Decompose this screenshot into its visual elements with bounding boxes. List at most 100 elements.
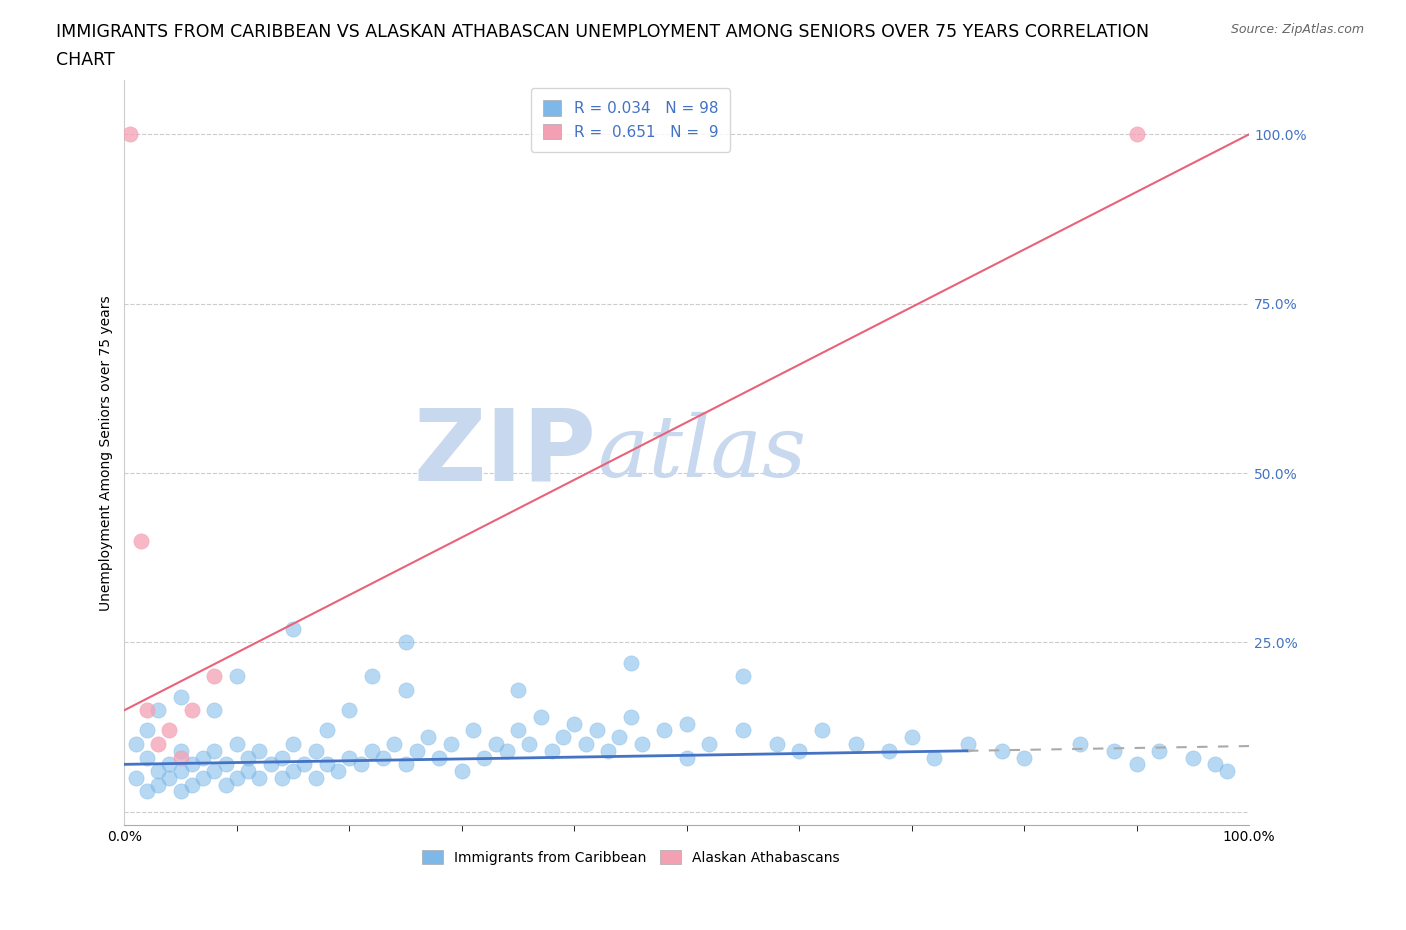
Point (238, 751, 260, 765)
Point (922, 751, 945, 765)
Point (249, 743, 271, 758)
Point (395, 635, 418, 650)
Point (148, 764, 170, 778)
Point (463, 723, 485, 737)
Point (440, 737, 463, 751)
Point (271, 770, 294, 785)
Point (787, 743, 810, 758)
Point (1069, 737, 1091, 751)
Point (1215, 764, 1237, 778)
Point (731, 669, 754, 684)
Point (283, 737, 305, 751)
Point (328, 764, 350, 778)
Point (1125, 757, 1147, 772)
Point (283, 621, 305, 636)
Point (506, 683, 529, 698)
Point (181, 703, 204, 718)
Point (305, 770, 328, 785)
Point (619, 656, 641, 671)
Point (271, 751, 294, 765)
Point (877, 743, 900, 758)
Point (125, 770, 148, 785)
Point (193, 751, 215, 765)
Point (607, 730, 630, 745)
Point (204, 743, 226, 758)
Point (181, 757, 204, 772)
Point (675, 751, 697, 765)
Point (619, 710, 641, 724)
Point (675, 716, 697, 731)
Point (215, 757, 238, 772)
Point (249, 770, 271, 785)
Point (120, 126, 142, 141)
Point (193, 770, 215, 785)
Point (170, 764, 193, 778)
Point (294, 757, 316, 772)
Y-axis label: Unemployment Among Seniors over 75 years: Unemployment Among Seniors over 75 years (100, 295, 114, 610)
Point (350, 757, 373, 772)
Point (316, 757, 339, 772)
Point (148, 737, 170, 751)
Point (361, 669, 384, 684)
Point (373, 751, 395, 765)
Point (226, 669, 249, 684)
Point (136, 751, 159, 765)
Point (226, 737, 249, 751)
Point (506, 723, 529, 737)
Point (517, 737, 540, 751)
Point (361, 743, 384, 758)
Point (260, 757, 283, 772)
Point (1102, 743, 1125, 758)
Point (496, 743, 519, 758)
Point (990, 743, 1012, 758)
Point (305, 743, 328, 758)
Point (596, 743, 619, 758)
Point (238, 764, 260, 778)
Point (474, 751, 496, 765)
Point (339, 703, 361, 718)
Point (529, 710, 551, 724)
Text: Source: ZipAtlas.com: Source: ZipAtlas.com (1230, 23, 1364, 36)
Point (1181, 751, 1204, 765)
Point (215, 777, 238, 792)
Point (585, 723, 607, 737)
Point (125, 737, 148, 751)
Point (170, 743, 193, 758)
Point (900, 730, 922, 745)
Text: IMMIGRANTS FROM CARIBBEAN VS ALASKAN ATHABASCAN UNEMPLOYMENT AMONG SENIORS OVER : IMMIGRANTS FROM CARIBBEAN VS ALASKAN ATH… (56, 23, 1149, 41)
Text: ZIP: ZIP (413, 405, 596, 501)
Point (136, 784, 159, 799)
Point (630, 737, 652, 751)
Point (131, 533, 153, 548)
Point (148, 703, 170, 718)
Point (339, 751, 361, 765)
Point (204, 703, 226, 718)
Point (765, 737, 787, 751)
Point (956, 737, 979, 751)
Point (226, 770, 249, 785)
Point (316, 723, 339, 737)
Point (451, 764, 474, 778)
Point (170, 751, 193, 765)
Point (1204, 757, 1226, 772)
Point (204, 669, 226, 684)
Point (1147, 743, 1170, 758)
Point (159, 770, 181, 785)
Point (551, 730, 574, 745)
Point (159, 723, 181, 737)
Point (429, 751, 451, 765)
Point (810, 723, 832, 737)
Point (283, 764, 305, 778)
Point (159, 757, 181, 772)
Point (136, 703, 159, 718)
Point (395, 683, 418, 698)
Point (485, 737, 508, 751)
Point (697, 737, 720, 751)
Point (204, 764, 226, 778)
Point (1012, 751, 1035, 765)
Text: atlas: atlas (596, 411, 806, 494)
Point (406, 743, 429, 758)
Point (731, 723, 754, 737)
Point (652, 723, 675, 737)
Point (574, 737, 596, 751)
